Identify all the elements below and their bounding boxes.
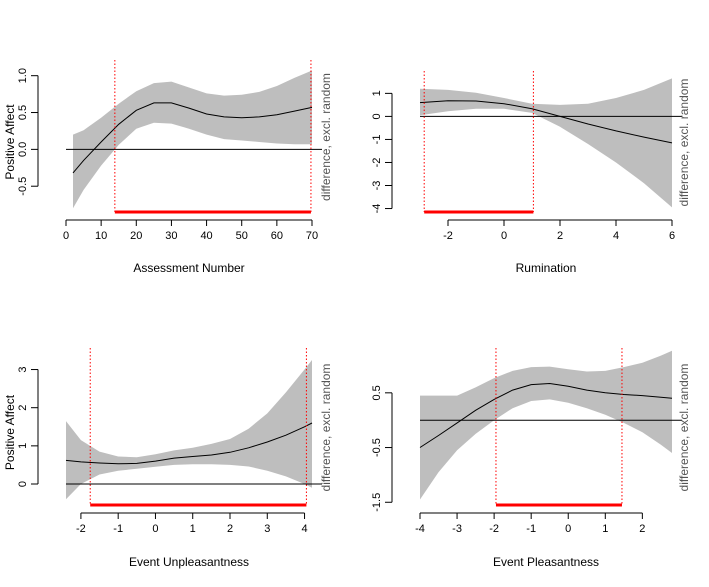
y-tick-label: 1.0: [17, 68, 29, 83]
y-tick-label: 0: [17, 481, 29, 487]
x-tick-label: 1: [602, 523, 608, 535]
x-tick-label: -4: [415, 523, 425, 535]
x-tick-label: 4: [613, 230, 619, 242]
y-tick-label: -4: [371, 204, 383, 214]
x-tick-label: 4: [301, 523, 307, 535]
x-tick-label: 40: [200, 230, 212, 242]
x-tick-label: -2: [489, 523, 499, 535]
x-tick-label: 10: [95, 230, 107, 242]
x-tick-label: 6: [669, 230, 675, 242]
y-tick-label: 0.5: [371, 385, 383, 400]
y-tick-label: -0.5: [17, 177, 29, 196]
x-tick-label: 2: [227, 523, 233, 535]
chart-panel: 0 1 2 3 -2 -1 0 1 2 3 4 Event Unpleasantness Positiv…: [3, 348, 333, 569]
x-tick-label: -3: [452, 523, 462, 535]
estimate-line: [65, 422, 313, 465]
x-axis-label: Event Unpleasantness: [129, 555, 249, 569]
y-tick-label: -3: [371, 181, 383, 191]
y-tick-label: -0.5: [371, 438, 383, 457]
x-tick-label: 60: [271, 230, 283, 242]
x-tick-label: -1: [113, 523, 123, 535]
x-tick-label: 70: [306, 230, 318, 242]
x-tick-label: 3: [264, 523, 270, 535]
estimate-line: [419, 100, 673, 144]
y-tick-label: 2: [17, 405, 29, 411]
x-tick-label: 50: [236, 230, 248, 242]
side-label: difference, excl. random: [319, 73, 333, 201]
x-tick-label: 20: [130, 230, 142, 242]
x-tick-label: 0: [565, 523, 571, 535]
y-tick-label: 1: [17, 443, 29, 449]
y-tick-label: 1: [371, 90, 383, 96]
x-tick-label: 0: [501, 230, 507, 242]
x-tick-label: -2: [443, 230, 453, 242]
y-tick-label: -1: [371, 135, 383, 145]
side-label: difference, excl. random: [677, 79, 691, 207]
y-tick-label: -1.5: [371, 493, 383, 512]
y-tick-label: 3: [17, 366, 29, 372]
x-tick-label: 0: [63, 230, 69, 242]
y-tick-label: 0: [371, 113, 383, 119]
estimate-line: [72, 102, 313, 174]
chart-panel: -4 -3 -2 -1 0 1 -2 0 2 4 6 Rumination difference, ex…: [371, 71, 691, 275]
x-axis-label: Assessment Number: [133, 261, 244, 275]
confidence-band: [420, 350, 672, 500]
x-tick-label: -2: [76, 523, 86, 535]
x-tick-label: 2: [639, 523, 645, 535]
y-tick-label: -2: [371, 158, 383, 168]
side-label: difference, excl. random: [677, 364, 691, 492]
x-tick-label: 1: [190, 523, 196, 535]
x-tick-label: 30: [165, 230, 177, 242]
x-tick-label: 2: [557, 230, 563, 242]
x-axis-label: Rumination: [516, 261, 577, 275]
confidence-band: [73, 70, 312, 209]
x-tick-label: -1: [526, 523, 536, 535]
y-axis-label: Positive Affect: [3, 394, 17, 470]
y-tick-label: 0.0: [17, 142, 29, 157]
estimate-line: [419, 382, 673, 448]
x-tick-label: 0: [152, 523, 158, 535]
y-axis-label: Positive Affect: [3, 104, 17, 180]
side-label: difference, excl. random: [319, 364, 333, 492]
y-tick-label: 0.5: [17, 105, 29, 120]
x-axis-label: Event Pleasantness: [493, 555, 599, 569]
chart-panel: -1.5 -0.5 0.5 -4 -3 -2 -1 0 1 2 Event Pleasantness…: [371, 348, 691, 569]
confidence-band: [420, 78, 672, 208]
chart-panel: -0.5 0.0 0.5 1.0 0 10 20 30 40 50 60 70 Assessment N…: [3, 60, 333, 275]
confidence-band: [66, 360, 312, 500]
